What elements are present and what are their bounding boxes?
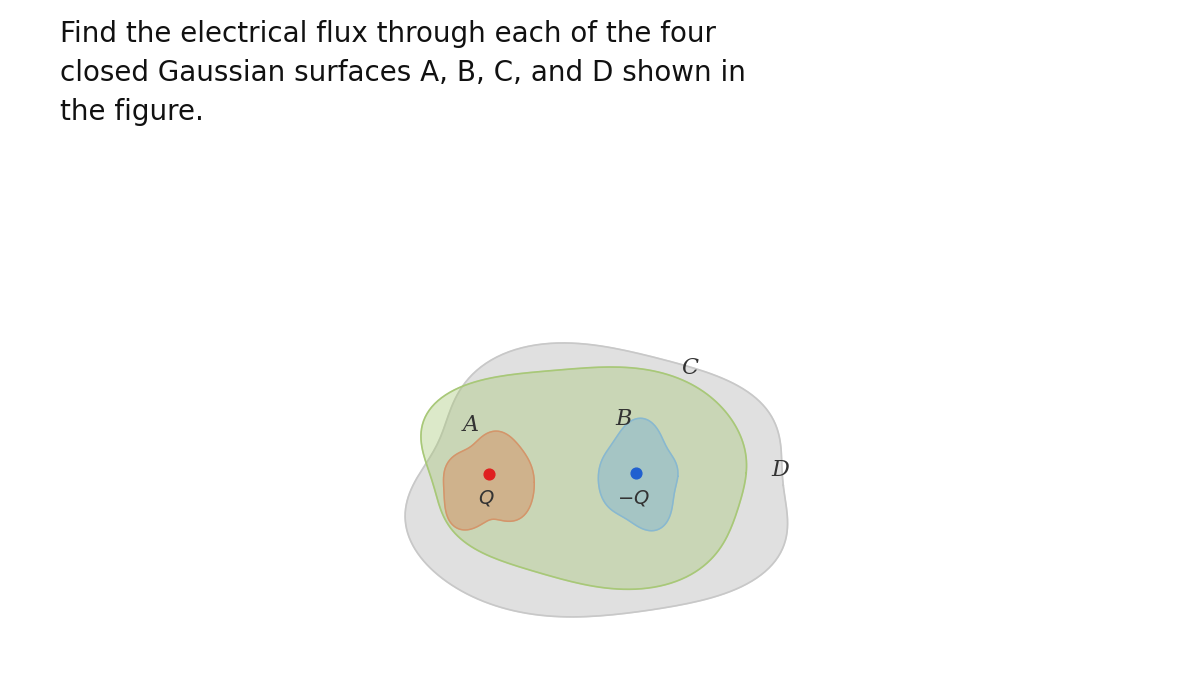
Text: C: C — [682, 357, 698, 379]
Polygon shape — [421, 367, 746, 589]
Polygon shape — [406, 343, 787, 617]
Polygon shape — [599, 418, 678, 531]
Text: B: B — [616, 408, 631, 430]
Point — [479, 469, 498, 480]
Point — [626, 468, 646, 479]
Text: $-Q$: $-Q$ — [617, 488, 649, 508]
Text: D: D — [772, 459, 790, 481]
Text: $Q$: $Q$ — [478, 488, 494, 508]
Text: Find the electrical flux through each of the four
closed Gaussian surfaces A, B,: Find the electrical flux through each of… — [60, 20, 746, 126]
Text: A: A — [463, 414, 479, 436]
Polygon shape — [444, 431, 534, 530]
